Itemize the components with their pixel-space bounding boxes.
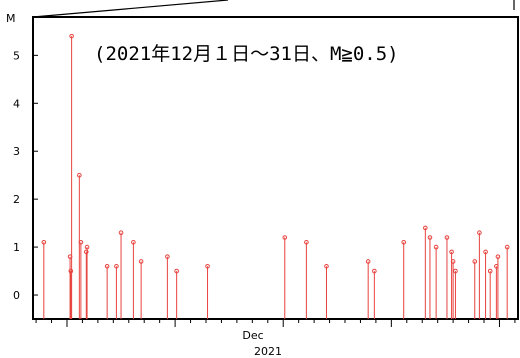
- stem-marker: [423, 225, 428, 231]
- y-tick-label: 0: [13, 289, 20, 302]
- stem-marker: [304, 240, 309, 245]
- leader-line: [32, 0, 229, 18]
- y-tick-label: 2: [13, 193, 20, 206]
- stem-marker: [487, 268, 493, 274]
- stem-marker: [365, 259, 371, 264]
- stem-marker: [67, 254, 73, 259]
- stem-marker: [372, 268, 377, 274]
- x-axis-ticks: [35, 319, 516, 327]
- plot-frame: [32, 16, 519, 320]
- stem-marker: [84, 244, 90, 250]
- y-tick-label: 4: [13, 97, 20, 110]
- stem-marker: [427, 235, 433, 240]
- stem-marker: [401, 240, 407, 245]
- y-axis-label: M: [6, 12, 16, 25]
- stem-marker: [77, 172, 82, 178]
- stem-marker: [68, 268, 74, 274]
- y-axis-ticks: 0 1 2 3 4 5: [13, 49, 38, 302]
- stem-marker: [450, 259, 456, 264]
- stem-marker: [83, 249, 89, 255]
- x-axis-label-month: Dec: [242, 329, 263, 342]
- stem-marker: [324, 263, 329, 269]
- stem-marker: [165, 254, 170, 259]
- stem-marker: [444, 235, 450, 240]
- stem-marker: [449, 249, 454, 255]
- stem-marker: [282, 235, 288, 240]
- stem-marker: [104, 263, 110, 269]
- y-tick-label: 5: [13, 49, 20, 62]
- stem-marker: [472, 259, 478, 264]
- stem-marker: [453, 268, 458, 274]
- x-axis-label-year: 2021: [254, 345, 282, 358]
- stem-marker: [118, 230, 124, 236]
- stem-marker: [78, 240, 84, 245]
- chart-subtitle: (2021年12月１日～31日、M≧0.5): [94, 43, 399, 65]
- stem-marker: [138, 259, 144, 264]
- event-stems: [41, 33, 510, 319]
- stem-marker: [69, 33, 74, 39]
- stem-marker: [114, 263, 119, 269]
- stem-marker: [483, 249, 488, 255]
- stem-marker: [205, 263, 210, 269]
- stem-marker: [504, 244, 510, 250]
- stem-marker: [174, 268, 179, 274]
- y-tick-label: 1: [13, 241, 20, 254]
- stem-marker: [131, 240, 136, 245]
- stem-marker: [41, 240, 47, 245]
- y-tick-label: 3: [13, 145, 20, 158]
- stem-marker: [477, 230, 482, 236]
- stem-marker: [433, 244, 439, 250]
- stem-marker: [495, 254, 501, 259]
